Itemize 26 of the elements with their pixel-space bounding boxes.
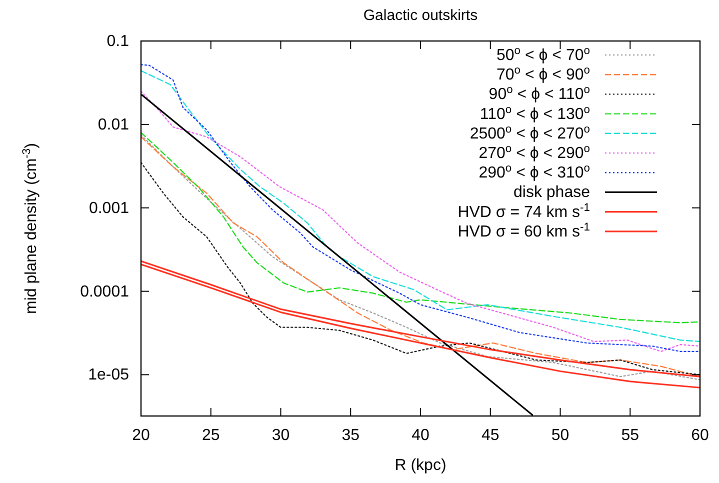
x-tick-label: 55 (621, 427, 640, 444)
y-tick-label: 0.1 (106, 33, 130, 50)
legend-label: 270$^{o}$ < ϕ < 290$^{o}$ (478, 143, 590, 162)
legend-label: 2500$^{o}$ < ϕ < 270$^{o}$ (470, 123, 590, 142)
legend-label: disk phase (514, 184, 590, 202)
x-tick-label: 20 (132, 427, 150, 444)
x-tick-label: 60 (691, 427, 709, 444)
legend-label: HVD σ = 74 km s$^{-1}$ (458, 202, 590, 221)
chart-title: Galactic outskirts (363, 7, 478, 24)
x-tick-label: 35 (342, 427, 360, 444)
legend-label: 290$^{o}$ < ϕ < 310$^{o}$ (478, 162, 590, 182)
x-tick-label: 25 (202, 427, 220, 444)
y-tick-label: 0.01 (98, 116, 130, 134)
y-tick-label: 0.0001 (80, 283, 130, 300)
x-tick-label: 30 (272, 427, 290, 444)
legend-label: 90$^{o}$ < ϕ < 110$^{o}$ (488, 84, 590, 104)
x-tick-label: 50 (551, 427, 570, 444)
legend-label: HVD σ = 60 km s$^{-1}$ (458, 221, 590, 240)
legend-label: 110$^{o}$ < ϕ < 130$^{o}$ (480, 104, 590, 123)
legend-label: 70$^{o}$ < ϕ < 90$^{o}$ (496, 64, 590, 84)
x-axis-title: R (kpc) (394, 457, 446, 474)
y-tick-label: 0.001 (88, 200, 130, 217)
x-tick-label: 40 (412, 427, 430, 444)
y-tick-label: 1e-05 (88, 366, 130, 384)
x-tick-label: 45 (481, 427, 500, 444)
legend-label: 50$^{o}$ < ϕ < 70$^{o}$ (496, 45, 590, 64)
